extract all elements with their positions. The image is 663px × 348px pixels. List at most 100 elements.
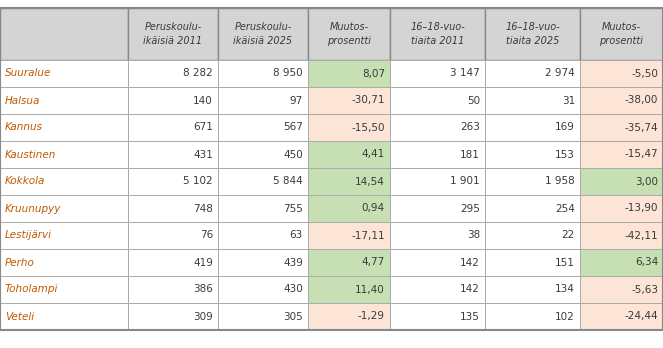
Bar xyxy=(580,249,663,276)
Bar xyxy=(390,141,485,168)
Text: 2 974: 2 974 xyxy=(545,69,575,79)
Bar xyxy=(580,141,663,168)
Bar xyxy=(485,168,580,195)
Text: 567: 567 xyxy=(283,122,303,133)
Bar xyxy=(0,222,128,249)
Bar xyxy=(0,303,128,330)
Bar xyxy=(485,303,580,330)
Bar xyxy=(580,276,663,303)
Text: 102: 102 xyxy=(555,311,575,322)
Text: 50: 50 xyxy=(467,95,480,105)
Bar xyxy=(218,8,308,60)
Bar xyxy=(308,87,390,114)
Text: 140: 140 xyxy=(193,95,213,105)
Bar xyxy=(218,60,308,87)
Bar xyxy=(485,141,580,168)
Text: 3 147: 3 147 xyxy=(450,69,480,79)
Bar xyxy=(0,114,128,141)
Text: 386: 386 xyxy=(193,285,213,294)
Bar xyxy=(580,114,663,141)
Text: 8 282: 8 282 xyxy=(183,69,213,79)
Text: 135: 135 xyxy=(460,311,480,322)
Bar xyxy=(485,249,580,276)
Text: 4,41: 4,41 xyxy=(362,150,385,159)
Bar xyxy=(485,8,580,60)
Text: -15,47: -15,47 xyxy=(625,150,658,159)
Bar xyxy=(390,195,485,222)
Text: 63: 63 xyxy=(290,230,303,240)
Bar xyxy=(390,303,485,330)
Bar xyxy=(128,222,218,249)
Bar xyxy=(308,195,390,222)
Text: 5 844: 5 844 xyxy=(273,176,303,187)
Text: 38: 38 xyxy=(467,230,480,240)
Text: Muutos-
prosentti: Muutos- prosentti xyxy=(599,22,644,46)
Bar xyxy=(485,60,580,87)
Text: 8 950: 8 950 xyxy=(273,69,303,79)
Bar xyxy=(218,114,308,141)
Bar xyxy=(218,276,308,303)
Text: -15,50: -15,50 xyxy=(351,122,385,133)
Bar xyxy=(390,8,485,60)
Bar xyxy=(128,141,218,168)
Bar xyxy=(218,195,308,222)
Text: 14,54: 14,54 xyxy=(355,176,385,187)
Bar xyxy=(218,222,308,249)
Text: 419: 419 xyxy=(193,258,213,268)
Bar xyxy=(485,114,580,141)
Text: Kruunupyy: Kruunupyy xyxy=(5,204,62,214)
Text: 8,07: 8,07 xyxy=(362,69,385,79)
Bar xyxy=(0,195,128,222)
Text: 305: 305 xyxy=(283,311,303,322)
Bar xyxy=(308,168,390,195)
Bar xyxy=(308,249,390,276)
Bar xyxy=(128,8,218,60)
Text: 748: 748 xyxy=(193,204,213,214)
Text: 671: 671 xyxy=(193,122,213,133)
Bar xyxy=(218,249,308,276)
Text: 295: 295 xyxy=(460,204,480,214)
Bar xyxy=(308,276,390,303)
Text: 76: 76 xyxy=(200,230,213,240)
Text: -35,74: -35,74 xyxy=(625,122,658,133)
Bar xyxy=(0,141,128,168)
Text: Kokkola: Kokkola xyxy=(5,176,45,187)
Bar xyxy=(308,114,390,141)
Bar xyxy=(128,303,218,330)
Text: 11,40: 11,40 xyxy=(355,285,385,294)
Text: -30,71: -30,71 xyxy=(351,95,385,105)
Bar xyxy=(390,222,485,249)
Text: 431: 431 xyxy=(193,150,213,159)
Text: -42,11: -42,11 xyxy=(625,230,658,240)
Text: 134: 134 xyxy=(555,285,575,294)
Bar xyxy=(308,303,390,330)
Bar xyxy=(485,276,580,303)
Bar xyxy=(580,60,663,87)
Bar xyxy=(485,222,580,249)
Text: -38,00: -38,00 xyxy=(625,95,658,105)
Text: 169: 169 xyxy=(555,122,575,133)
Bar xyxy=(580,222,663,249)
Text: 439: 439 xyxy=(283,258,303,268)
Text: Lestijärvi: Lestijärvi xyxy=(5,230,52,240)
Bar xyxy=(308,141,390,168)
Bar xyxy=(128,276,218,303)
Text: -5,50: -5,50 xyxy=(631,69,658,79)
Text: Kaustinen: Kaustinen xyxy=(5,150,56,159)
Text: Suuralue: Suuralue xyxy=(5,69,51,79)
Bar xyxy=(485,195,580,222)
Bar xyxy=(390,168,485,195)
Bar xyxy=(390,276,485,303)
Bar xyxy=(580,87,663,114)
Bar xyxy=(485,87,580,114)
Text: 450: 450 xyxy=(283,150,303,159)
Bar xyxy=(308,8,390,60)
Text: Kannus: Kannus xyxy=(5,122,43,133)
Text: Muutos-
prosentti: Muutos- prosentti xyxy=(327,22,371,46)
Bar xyxy=(218,303,308,330)
Text: Perho: Perho xyxy=(5,258,35,268)
Bar xyxy=(128,60,218,87)
Text: 22: 22 xyxy=(562,230,575,240)
Text: 142: 142 xyxy=(460,285,480,294)
Bar xyxy=(128,249,218,276)
